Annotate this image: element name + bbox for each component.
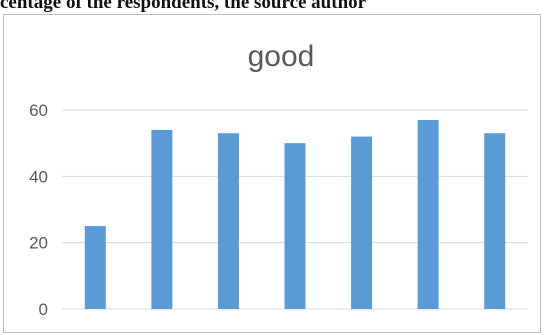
bar-series — [84, 119, 506, 309]
y-tick-label: 40 — [29, 167, 48, 186]
chart-title: good — [248, 40, 315, 73]
bar-6 — [417, 119, 439, 309]
y-tick-label: 0 — [39, 300, 48, 319]
bar-4 — [284, 143, 306, 309]
bar-7 — [484, 133, 506, 309]
y-axis-ticks: 0 20 40 60 — [29, 101, 48, 319]
bar-1 — [84, 226, 106, 309]
bar-2 — [151, 129, 173, 309]
figure-caption: centage of the respondents, the source a… — [0, 0, 367, 13]
bar-5 — [351, 136, 373, 309]
y-tick-label: 60 — [29, 101, 48, 120]
y-tick-label: 20 — [29, 234, 48, 253]
bar-3 — [217, 133, 239, 309]
